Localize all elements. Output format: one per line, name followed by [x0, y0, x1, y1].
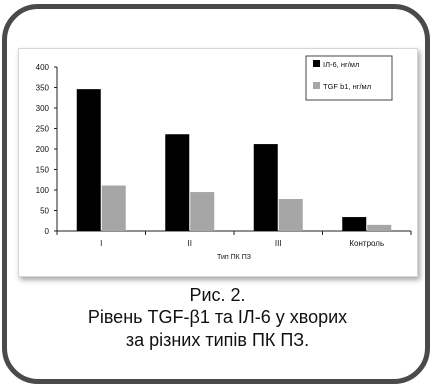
y-tick-label: 300: [36, 104, 50, 113]
y-tick-label: 350: [36, 84, 50, 93]
bar: [101, 185, 126, 231]
y-tick-label: 150: [36, 166, 50, 175]
bar: [367, 224, 392, 231]
x-tick-label: Контроль: [349, 239, 384, 248]
legend-label: ІЛ-6, нг/мл: [323, 60, 359, 69]
y-tick-label: 0: [45, 227, 50, 236]
legend-label: TGF b1, нг/мл: [323, 82, 371, 91]
y-tick-label: 400: [36, 63, 50, 72]
bar: [342, 217, 367, 231]
legend-box: [305, 55, 393, 101]
y-tick-label: 100: [36, 186, 50, 195]
figure-caption-line-1: Рівень TGF-β1 та ІЛ-6 у хворих: [87, 307, 348, 327]
legend-swatch: [313, 82, 320, 89]
y-tick-label: 250: [36, 125, 50, 134]
bar: [190, 192, 215, 231]
legend-swatch: [313, 60, 320, 67]
bar: [165, 134, 190, 231]
bar: [253, 144, 278, 231]
y-tick-label: 50: [40, 207, 49, 216]
x-tick-label: I: [100, 239, 102, 248]
x-tick-label: II: [188, 239, 192, 248]
figure-caption-line-2: за різних типів ПК ПЗ.: [125, 330, 310, 350]
bar: [76, 89, 101, 231]
x-tick-label: III: [275, 239, 282, 248]
x-axis-title: Тип ПК ПЗ: [217, 254, 251, 261]
figure-number: Рис. 2.: [189, 285, 246, 305]
y-tick-label: 200: [36, 145, 50, 154]
bar: [278, 199, 303, 231]
